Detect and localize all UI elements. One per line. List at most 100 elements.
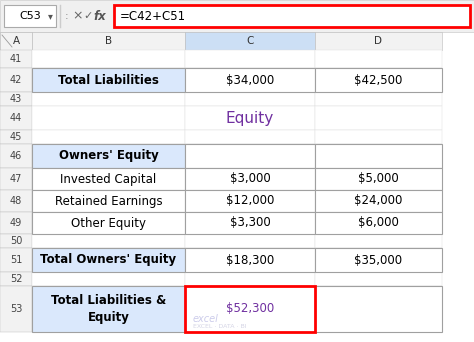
Bar bbox=[32, 32, 185, 50]
Bar bbox=[32, 106, 185, 130]
Text: $3,300: $3,300 bbox=[229, 216, 270, 229]
Bar bbox=[185, 286, 315, 332]
Bar bbox=[0, 190, 32, 212]
Bar bbox=[315, 106, 442, 130]
Bar bbox=[185, 190, 315, 212]
Text: $42,500: $42,500 bbox=[354, 74, 403, 87]
Text: Invested Capital: Invested Capital bbox=[60, 172, 156, 185]
Bar bbox=[185, 234, 315, 248]
Text: ▾: ▾ bbox=[47, 11, 53, 21]
Bar bbox=[32, 168, 185, 190]
Text: 41: 41 bbox=[10, 54, 22, 64]
Bar bbox=[315, 190, 442, 212]
Bar bbox=[0, 32, 32, 50]
Bar bbox=[185, 144, 315, 168]
Bar bbox=[185, 144, 315, 168]
Text: $12,000: $12,000 bbox=[226, 195, 274, 208]
Bar bbox=[185, 286, 315, 332]
Text: B: B bbox=[105, 36, 112, 46]
Bar bbox=[315, 234, 442, 248]
Bar bbox=[32, 68, 185, 92]
Text: 49: 49 bbox=[10, 218, 22, 228]
Bar bbox=[0, 130, 32, 144]
Bar bbox=[315, 212, 442, 234]
Bar bbox=[0, 248, 32, 272]
Bar bbox=[32, 248, 185, 272]
Bar bbox=[0, 50, 32, 68]
Bar bbox=[32, 144, 185, 168]
Text: $5,000: $5,000 bbox=[358, 172, 399, 185]
Text: $6,000: $6,000 bbox=[358, 216, 399, 229]
Text: 46: 46 bbox=[10, 151, 22, 161]
Text: $18,300: $18,300 bbox=[226, 253, 274, 266]
Bar bbox=[185, 168, 315, 190]
Bar bbox=[185, 248, 315, 272]
Bar bbox=[32, 190, 185, 212]
Bar bbox=[185, 168, 315, 190]
Bar bbox=[32, 144, 185, 168]
Bar bbox=[315, 68, 442, 92]
Bar bbox=[185, 190, 315, 212]
Bar bbox=[315, 190, 442, 212]
Bar bbox=[315, 92, 442, 106]
Text: 52: 52 bbox=[10, 274, 22, 284]
Bar bbox=[32, 286, 185, 332]
Text: 45: 45 bbox=[10, 132, 22, 142]
Bar bbox=[0, 144, 32, 168]
Bar bbox=[185, 272, 315, 286]
Bar bbox=[185, 50, 315, 68]
Bar bbox=[185, 68, 315, 92]
Text: Retained Earnings: Retained Earnings bbox=[55, 195, 162, 208]
Bar bbox=[315, 212, 442, 234]
Bar bbox=[32, 190, 185, 212]
Bar bbox=[32, 272, 185, 286]
Bar bbox=[315, 32, 442, 50]
Text: fx: fx bbox=[94, 10, 106, 23]
Bar bbox=[185, 130, 315, 144]
Bar bbox=[315, 248, 442, 272]
Bar bbox=[315, 144, 442, 168]
Bar bbox=[0, 0, 474, 32]
Bar bbox=[32, 50, 185, 68]
Bar bbox=[0, 212, 32, 234]
Bar bbox=[185, 212, 315, 234]
Text: 43: 43 bbox=[10, 94, 22, 104]
Bar bbox=[315, 144, 442, 168]
Text: $3,000: $3,000 bbox=[229, 172, 270, 185]
Text: $34,000: $34,000 bbox=[226, 74, 274, 87]
Bar bbox=[0, 68, 32, 92]
Bar bbox=[114, 5, 470, 27]
Bar bbox=[315, 168, 442, 190]
Text: Total Liabilities &
Equity: Total Liabilities & Equity bbox=[51, 294, 166, 324]
Bar bbox=[32, 212, 185, 234]
Text: 47: 47 bbox=[10, 174, 22, 184]
Text: 48: 48 bbox=[10, 196, 22, 206]
Text: $35,000: $35,000 bbox=[355, 253, 402, 266]
Text: Total Owners' Equity: Total Owners' Equity bbox=[40, 253, 176, 266]
Bar bbox=[32, 130, 185, 144]
Bar bbox=[0, 32, 32, 50]
Text: =C42+C51: =C42+C51 bbox=[120, 10, 186, 23]
Bar bbox=[315, 50, 442, 68]
Bar bbox=[315, 248, 442, 272]
Text: ✓: ✓ bbox=[83, 11, 93, 21]
Text: 42: 42 bbox=[10, 75, 22, 85]
Bar bbox=[315, 130, 442, 144]
Bar bbox=[315, 272, 442, 286]
Bar bbox=[185, 248, 315, 272]
Text: A: A bbox=[12, 36, 19, 46]
Text: :: : bbox=[65, 11, 69, 21]
Bar bbox=[0, 272, 32, 286]
Bar bbox=[185, 106, 315, 130]
Text: $24,000: $24,000 bbox=[354, 195, 403, 208]
Text: excel: excel bbox=[193, 314, 219, 324]
Text: D: D bbox=[374, 36, 383, 46]
Bar bbox=[32, 212, 185, 234]
Bar bbox=[0, 50, 474, 332]
Text: Other Equity: Other Equity bbox=[71, 216, 146, 229]
Bar bbox=[185, 68, 315, 92]
Bar bbox=[0, 234, 32, 248]
Bar bbox=[0, 168, 32, 190]
Text: 51: 51 bbox=[10, 255, 22, 265]
Text: 50: 50 bbox=[10, 236, 22, 246]
